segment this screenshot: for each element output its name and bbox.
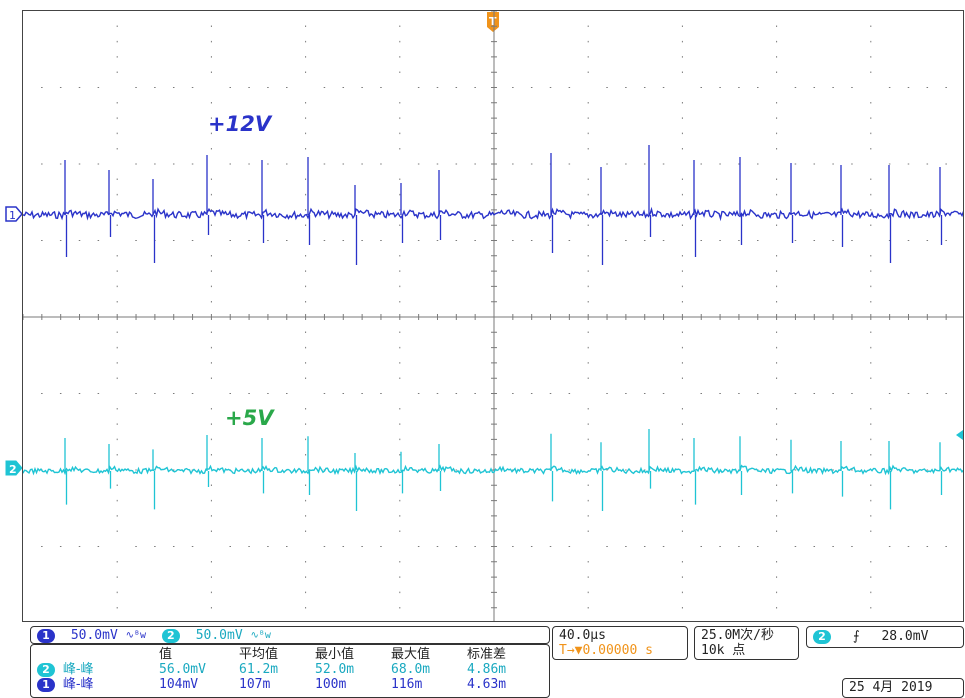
- value-header: 值: [159, 647, 173, 662]
- measurement-row-ch1[interactable]: 1 峰-峰 104mV 107m 100m 116m 4.63m: [37, 677, 512, 692]
- trigger-position-marker[interactable]: T: [487, 12, 499, 32]
- measurements-table: 值 平均值 最小值 最大值 标准差 2 峰-峰 56.0mV 61.2m 52.…: [37, 647, 512, 692]
- trigger-panel[interactable]: 2 ⨍ 28.0mV: [806, 626, 964, 648]
- measurement-type: 峰-峰: [62, 677, 94, 692]
- measurement-source: 2 峰-峰: [37, 662, 159, 677]
- horizontal-position-value: 0.00000 s: [582, 643, 653, 658]
- sample-rate: 25.0M次/秒: [701, 628, 774, 643]
- rising-edge-icon: ⨍: [852, 629, 860, 644]
- trigger-marker-label: T: [489, 15, 497, 28]
- measurement-max: 116m: [391, 677, 423, 692]
- ch2-marker-label: 2: [9, 463, 17, 476]
- ch1-badge: 1: [37, 678, 55, 692]
- ch2-badge: 2: [37, 663, 55, 677]
- ch2-badge[interactable]: 2: [161, 628, 180, 643]
- measurement-row-ch2[interactable]: 2 峰-峰 56.0mV 61.2m 52.0m 68.0m 4.86m: [37, 662, 512, 677]
- record-length: 10k 点: [701, 643, 746, 658]
- ch1-waveform: [23, 206, 963, 222]
- measurement-mean: 107m: [239, 677, 271, 692]
- measurement-max: 68.0m: [391, 662, 431, 677]
- date-text: 25 4月 2019: [849, 680, 933, 695]
- date-panel: 25 4月 2019: [842, 678, 964, 698]
- measurement-stddev: 4.63m: [467, 677, 507, 692]
- measurement-value: 104mV: [159, 677, 199, 692]
- measurement-stddev: 4.86m: [467, 662, 507, 677]
- graticule-svg: [23, 11, 963, 621]
- measurements-header-row: 值 平均值 最小值 最大值 标准差: [37, 647, 512, 662]
- waveform-graticule: [22, 10, 964, 622]
- measurements-panel[interactable]: 值 平均值 最小值 最大值 标准差 2 峰-峰 56.0mV 61.2m 52.…: [30, 644, 550, 698]
- ch1-marker-label: 1: [9, 209, 16, 222]
- ch2-waveform: [23, 464, 963, 476]
- ch1-scale-value: 50.0mV: [70, 628, 118, 643]
- ac-coupling-icon: ∿ᴮw: [125, 630, 147, 641]
- ch1-ground-marker[interactable]: 1: [5, 206, 23, 222]
- trigger-position-icon: T→▼: [559, 643, 583, 658]
- measurement-value: 56.0mV: [159, 662, 206, 677]
- ac-coupling-icon: ∿ᴮw: [250, 630, 271, 641]
- measurement-name-header: [37, 647, 159, 662]
- ch2-ground-marker[interactable]: 2: [5, 460, 23, 476]
- acquisition-panel[interactable]: 25.0M次/秒 10k 点: [694, 626, 799, 660]
- ch2-trace-label: +5V: [225, 406, 274, 430]
- trigger-level: 28.0mV: [881, 629, 929, 644]
- mean-header: 平均值: [239, 647, 279, 662]
- ch2-scale-value: 50.0mV: [195, 628, 243, 643]
- vertical-scale-panel[interactable]: 1 50.0mV ∿ᴮw 2 50.0mV ∿ᴮw: [30, 626, 550, 644]
- ch1-trace-label: +12V: [208, 112, 272, 136]
- trigger-level-arrow-icon: [956, 430, 963, 440]
- ch1-badge[interactable]: 1: [37, 628, 55, 643]
- timebase-scale: 40.0µs: [559, 628, 606, 643]
- measurement-min: 52.0m: [315, 662, 355, 677]
- measurement-type: 峰-峰: [62, 662, 94, 677]
- horizontal-position: T→▼0.00000 s: [559, 643, 681, 658]
- measurement-source: 1 峰-峰: [37, 677, 159, 692]
- trigger-source-badge: 2: [813, 630, 831, 644]
- timebase-panel[interactable]: 40.0µs T→▼0.00000 s: [552, 626, 688, 660]
- measurement-min: 100m: [315, 677, 347, 692]
- ch1-waveform-spikes: [64, 145, 943, 265]
- ch2-waveform-spikes: [64, 429, 943, 511]
- center-axis-ticks: [23, 11, 947, 609]
- stddev-header: 标准差: [467, 647, 507, 662]
- max-header: 最大值: [391, 647, 431, 662]
- min-header: 最小值: [315, 647, 355, 662]
- measurement-mean: 61.2m: [239, 662, 279, 677]
